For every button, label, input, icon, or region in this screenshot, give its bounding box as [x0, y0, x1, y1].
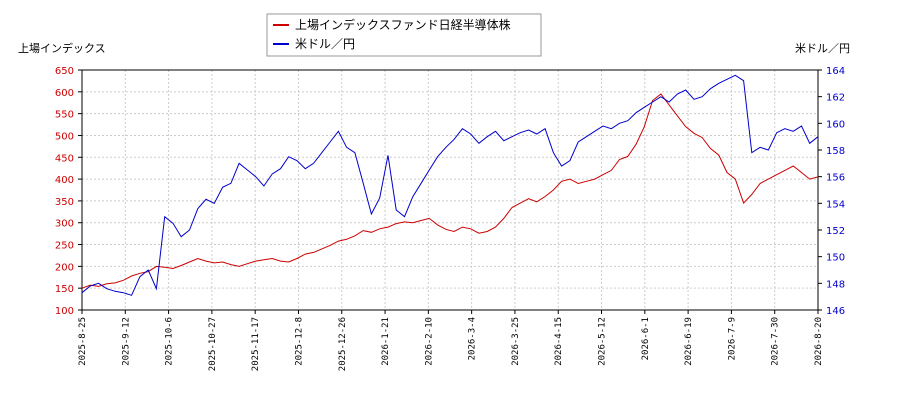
right-tick-label: 146 — [826, 306, 845, 317]
right-tick-label: 162 — [826, 93, 845, 104]
legend-label-series-1: 米ドル／円 — [295, 37, 355, 51]
right-tick-label: 160 — [826, 119, 845, 130]
x-tick-label: 2026-8-20 — [814, 317, 824, 366]
x-tick-label: 2026-7-9 — [727, 317, 737, 360]
x-tick-label: 2026-6-1 — [641, 317, 651, 360]
left-tick-label: 550 — [55, 110, 74, 121]
x-tick-label: 2025-10-27 — [208, 317, 218, 371]
x-tick-label: 2026-5-12 — [598, 317, 608, 366]
legend-label-series-0: 上場インデックスファンド日経半導体株 — [295, 17, 511, 32]
legend-box — [266, 13, 542, 57]
right-tick-label: 150 — [826, 253, 845, 264]
left-tick-label: 150 — [55, 284, 74, 295]
plot-frame — [81, 69, 819, 311]
x-tick-label: 2026-2-10 — [424, 317, 434, 366]
x-tick-label: 2026-1-21 — [381, 317, 391, 366]
left-tick-label: 350 — [55, 197, 74, 208]
x-tick-label: 2026-3-4 — [468, 317, 478, 360]
series-line-0 — [81, 93, 819, 289]
left-tick-label: 500 — [55, 131, 74, 142]
series-layer — [81, 74, 819, 296]
left-axis-label: 上場インデックス — [18, 41, 106, 55]
left-tick-label: 300 — [55, 219, 74, 230]
series-line-1 — [81, 74, 819, 296]
left-tick-label: 600 — [55, 88, 74, 99]
left-tick-label: 650 — [55, 66, 74, 77]
legend: 上場インデックスファンド日経半導体株 米ドル／円 — [266, 13, 542, 57]
left-tick-label: 400 — [55, 175, 74, 186]
right-tick-label: 154 — [826, 199, 845, 210]
right-axis-label: 米ドル／円 — [795, 42, 850, 55]
left-tick-label: 250 — [55, 241, 74, 252]
left-tick-label: 100 — [55, 306, 74, 317]
left-tick-label: 450 — [55, 153, 74, 164]
right-tick-label: 152 — [826, 226, 845, 237]
x-axis: 2025-8-25 2025-9-12 2025-10-6 2025-10-27 202… — [78, 310, 824, 371]
x-tick-label: 2025-8-25 — [78, 317, 88, 366]
x-tick-label: 2026-3-25 — [511, 317, 521, 366]
right-axis: 146 148 150 152 154 156 158 160 162 164 — [818, 66, 845, 317]
right-tick-label: 164 — [826, 66, 845, 77]
left-tick-label: 200 — [55, 262, 74, 273]
grid — [81, 69, 819, 311]
right-tick-label: 148 — [826, 279, 845, 290]
x-tick-label: 2025-10-6 — [165, 317, 175, 366]
x-tick-label: 2025-12-26 — [338, 317, 348, 371]
left-axis: 100 150 200 250 300 350 400 450 500 550 600 650 — [55, 66, 82, 317]
right-tick-label: 156 — [826, 173, 845, 184]
x-tick-label: 2025-9-12 — [121, 317, 131, 366]
x-tick-label: 2025-12-8 — [294, 317, 304, 366]
x-tick-label: 2026-7-30 — [771, 317, 781, 366]
x-tick-label: 2026-6-19 — [684, 317, 694, 366]
x-tick-label: 2025-11-17 — [251, 317, 261, 371]
x-tick-label: 2026-4-15 — [554, 317, 564, 366]
right-tick-label: 158 — [826, 146, 845, 157]
